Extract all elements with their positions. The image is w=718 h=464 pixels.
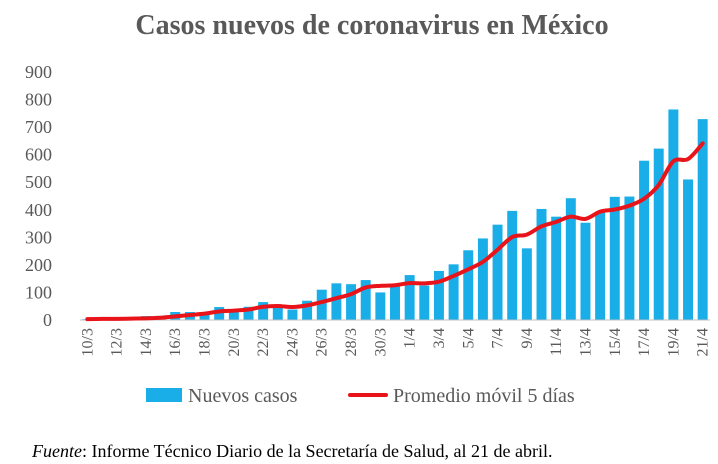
x-tick-label: 19/4 — [665, 328, 682, 356]
bar — [214, 307, 225, 320]
bar — [258, 302, 269, 320]
x-tick-label: 24/3 — [284, 328, 301, 356]
bar — [551, 216, 562, 320]
bar — [272, 306, 283, 320]
x-tick-label: 20/3 — [226, 328, 243, 356]
bar — [360, 280, 371, 320]
legend-label-line: Promedio móvil 5 días — [393, 385, 575, 407]
x-tick-label: 11/4 — [548, 328, 565, 356]
bar — [624, 196, 635, 320]
x-tick-label: 3/4 — [431, 328, 448, 348]
bar — [639, 160, 650, 320]
bar — [375, 292, 386, 320]
x-tick-label: 10/3 — [79, 328, 96, 356]
bar — [448, 264, 459, 320]
moving-average-line — [85, 141, 705, 322]
x-tick-label: 22/3 — [255, 328, 272, 356]
y-tick-label: 100 — [25, 282, 52, 302]
bar — [199, 312, 210, 320]
x-tick-label: 1/4 — [402, 328, 419, 348]
y-tick-label: 0 — [43, 310, 52, 330]
y-tick-label: 900 — [25, 62, 52, 82]
source-label: Fuente — [31, 441, 82, 461]
bar — [463, 250, 474, 320]
bar — [595, 212, 606, 320]
legend-swatch-bars — [146, 388, 182, 402]
x-tick-label: 5/4 — [460, 328, 477, 348]
source-text: : Informe Técnico Diario de la Secretarí… — [82, 441, 552, 461]
legend: Nuevos casos Promedio móvil 5 días — [146, 385, 575, 407]
x-tick-label: 14/3 — [138, 328, 155, 356]
x-tick-label: 9/4 — [519, 328, 536, 348]
bar — [683, 179, 694, 320]
bars-group — [82, 109, 708, 321]
y-tick-label: 800 — [25, 90, 52, 110]
bar — [536, 208, 547, 320]
legend-label-bars: Nuevos casos — [188, 385, 298, 407]
bar — [580, 222, 591, 320]
bar — [228, 309, 239, 320]
chart-title: Casos nuevos de coronavirus en México — [135, 10, 608, 41]
y-tick-label: 300 — [25, 227, 52, 247]
bar — [492, 224, 503, 320]
source-note: Fuente: Informe Técnico Diario de la Sec… — [31, 441, 552, 461]
bar — [316, 289, 327, 320]
x-tick-label: 15/4 — [607, 328, 624, 356]
y-axis: 0 100 200 300 400 500 600 700 800 900 — [25, 62, 52, 330]
bar — [477, 238, 488, 320]
bar — [404, 275, 415, 320]
y-tick-label: 600 — [25, 145, 52, 165]
x-tick-label: 16/3 — [167, 328, 184, 356]
bar — [521, 248, 532, 320]
bar — [507, 210, 518, 320]
x-tick-label: 28/3 — [343, 328, 360, 356]
bar — [390, 286, 400, 320]
x-tick-label: 12/3 — [109, 328, 126, 356]
x-tick-label: 17/4 — [636, 328, 653, 356]
y-tick-label: 500 — [25, 172, 52, 192]
bar — [419, 285, 430, 320]
bar — [346, 284, 357, 320]
x-tick-label: 18/3 — [197, 328, 214, 356]
bar — [243, 306, 254, 320]
bar — [697, 119, 708, 321]
x-tick-labels: 10/3 12/3 14/3 16/3 18/3 20/3 22/3 24/3 26/3 28/3… — [79, 328, 711, 356]
y-tick-label: 700 — [25, 117, 52, 137]
x-tick-label: 30/3 — [372, 328, 389, 356]
bar — [565, 198, 576, 320]
x-tick-label: 21/4 — [695, 328, 712, 356]
bar — [653, 148, 664, 320]
bar — [433, 270, 444, 320]
bar — [302, 300, 313, 320]
line-layer — [85, 141, 705, 322]
bar — [287, 309, 298, 320]
bar — [668, 109, 679, 320]
y-tick-label: 400 — [25, 200, 52, 220]
y-tick-label: 200 — [25, 255, 52, 275]
bar — [331, 283, 342, 320]
x-tick-label: 26/3 — [314, 328, 331, 356]
bar — [609, 196, 620, 320]
x-tick-label: 13/4 — [577, 328, 594, 356]
x-tick-label: 7/4 — [490, 328, 507, 348]
